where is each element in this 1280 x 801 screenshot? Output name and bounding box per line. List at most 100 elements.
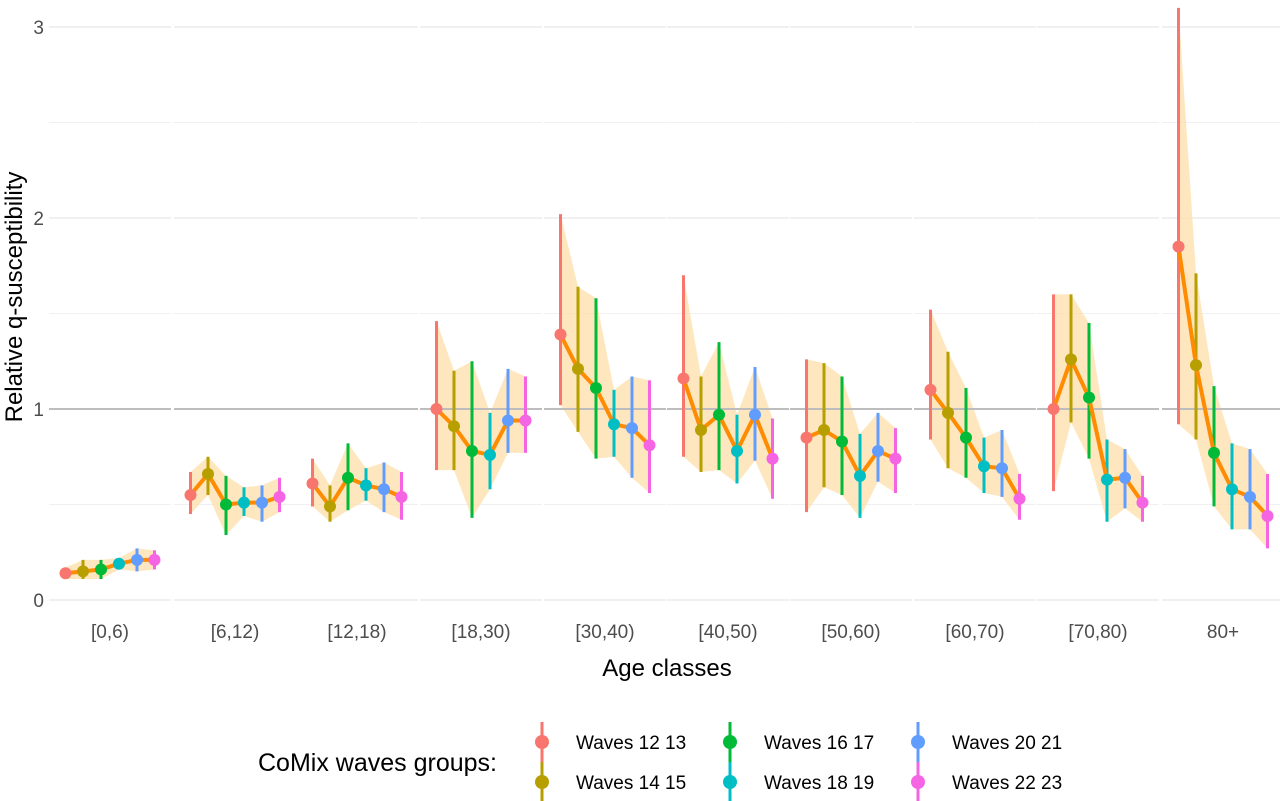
x-tick-label: [60,70) [945,622,1004,643]
y-axis-ticks: 0 1 2 3 [33,18,44,612]
legend-title: CoMix waves groups: [258,749,497,777]
data-point [484,448,496,461]
legend-item: Waves 12 13 [535,722,686,762]
data-point [342,471,354,484]
data-point [1226,483,1238,496]
y-tick-label: 1 [33,400,44,421]
data-point [1172,240,1185,253]
confidence-bands [65,7,1268,579]
x-tick-label: [18,30) [451,622,510,643]
legend-label: Waves 22 23 [952,773,1062,794]
data-point [306,477,319,490]
legend-key-point [723,775,737,789]
y-tick-label: 2 [33,209,44,230]
data-point [800,431,813,444]
data-point [1136,496,1149,509]
data-point [872,445,884,458]
data-point [749,408,761,421]
confidence-band [806,359,896,518]
data-point [942,406,954,419]
data-point [59,567,72,580]
x-tick-label: [70,80) [1068,622,1127,643]
legend-item: Waves 22 23 [911,762,1062,801]
legend-item: Waves 18 19 [723,762,874,801]
data-point [77,565,89,578]
data-point [184,488,197,501]
legend-item: Waves 14 15 [535,762,686,801]
legend: CoMix waves groups: Waves 12 13 Waves 14 … [258,722,1062,801]
confidence-band [1178,7,1268,549]
x-tick-label: 80+ [1207,622,1239,643]
x-axis-ticks: [0,6) [6,12) [12,18) [18,30) [30,40) [40,50) [… [91,622,1239,643]
data-point [220,498,232,511]
data-point [113,557,125,570]
data-point [818,424,830,437]
x-tick-label: [0,6) [91,622,129,643]
data-point [360,479,372,492]
legend-key-point [535,775,549,789]
legend-key-point [911,775,925,789]
data-point [924,383,937,396]
legend-label: Waves 20 21 [952,733,1062,754]
data-point [643,439,656,452]
data-points [59,240,1274,580]
data-point [1244,490,1256,503]
data-point [590,381,602,394]
x-tick-label: [30,40) [575,622,634,643]
legend-key-point [911,735,925,749]
data-point [324,500,336,513]
data-point [1013,492,1026,505]
confidence-band [190,456,280,536]
data-point [519,414,532,427]
x-axis-title: Age classes [602,655,731,682]
data-point [731,445,743,458]
data-point [626,422,638,435]
data-point [1083,391,1095,404]
y-tick-label: 0 [33,591,44,612]
data-point [378,483,390,496]
data-point [466,445,478,458]
data-point [238,496,250,509]
data-point [608,418,620,431]
data-point [95,563,107,576]
y-axis-title: Relative q-susceptibility [1,172,28,423]
data-point [1261,509,1274,522]
legend-key-point [535,735,549,749]
data-point [766,452,779,465]
data-point [978,460,990,473]
data-point [677,372,690,385]
data-point [854,469,866,482]
trend-line [681,377,775,460]
data-point [256,496,268,509]
data-point [836,435,848,448]
x-tick-label: [40,50) [698,622,757,643]
data-point [395,490,408,503]
legend-label: Waves 14 15 [576,773,686,794]
legend-key-point [723,735,737,749]
data-point [960,431,972,444]
x-tick-label: [6,12) [211,622,260,643]
data-point [273,490,286,503]
data-point [1047,403,1060,415]
data-point [1208,446,1220,459]
x-tick-label: [50,60) [821,622,880,643]
y-tick-label: 3 [33,18,44,39]
legend-item: Waves 16 17 [723,722,874,762]
data-point [502,414,514,427]
legend-label: Waves 12 13 [576,733,686,754]
data-point [554,328,567,341]
data-point [448,420,460,433]
data-point [148,553,161,566]
data-point [131,553,143,566]
data-point [713,408,725,421]
data-point [1190,359,1202,372]
confidence-band [683,275,773,499]
data-point [202,467,214,480]
data-point [1065,353,1077,366]
data-point [1119,471,1131,484]
data-point [430,403,443,415]
data-point [889,452,902,465]
data-point [1101,473,1113,486]
confidence-band [436,321,526,518]
